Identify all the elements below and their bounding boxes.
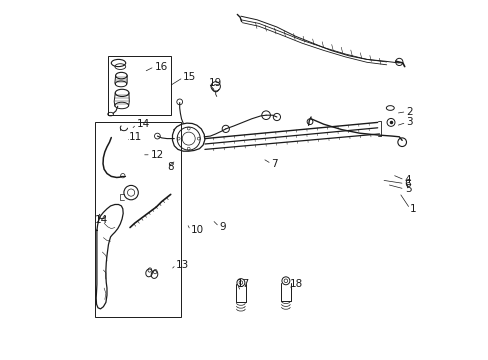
Bar — [107, 56, 170, 115]
Text: 7: 7 — [271, 159, 278, 169]
Text: 4: 4 — [404, 175, 410, 185]
Text: 6: 6 — [404, 179, 410, 189]
Text: 8: 8 — [167, 162, 173, 172]
Text: 14: 14 — [95, 215, 108, 225]
Text: 18: 18 — [289, 279, 302, 289]
Bar — [95, 122, 181, 317]
Text: 19: 19 — [208, 78, 221, 88]
Text: 14: 14 — [136, 119, 149, 129]
Text: 10: 10 — [190, 225, 203, 235]
Text: 2: 2 — [406, 107, 412, 117]
Text: 1: 1 — [409, 204, 416, 214]
Text: 9: 9 — [219, 222, 225, 232]
Text: 16: 16 — [154, 62, 167, 72]
Text: 13: 13 — [176, 260, 189, 270]
Text: 12: 12 — [151, 150, 164, 160]
Text: 11: 11 — [129, 132, 142, 142]
Text: 5: 5 — [404, 184, 410, 194]
Text: 15: 15 — [183, 72, 196, 82]
Text: 3: 3 — [406, 117, 412, 127]
Text: 17: 17 — [237, 279, 250, 289]
